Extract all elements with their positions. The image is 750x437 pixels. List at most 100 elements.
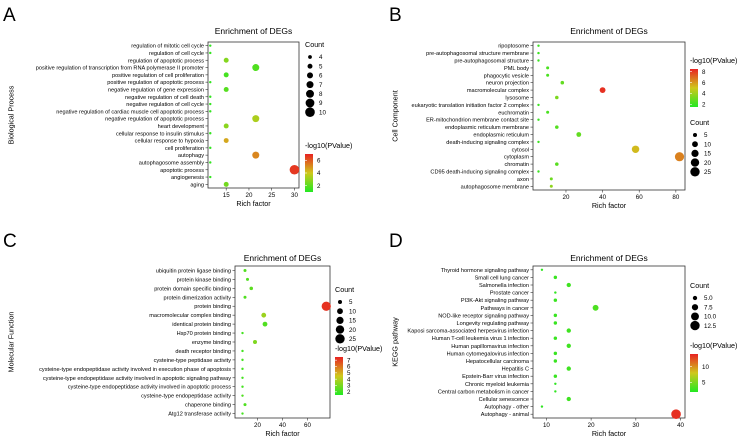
panel-b-count-legend-marker bbox=[690, 167, 700, 177]
panel-a-category-label: cell proliferation bbox=[165, 146, 204, 152]
panel-a-pvalue-colorbar bbox=[305, 154, 313, 192]
panel-a-category-label: negative regulation of cell cycle bbox=[126, 102, 204, 108]
panel-c-data-point bbox=[241, 376, 244, 379]
panel-b-data-point bbox=[555, 125, 559, 129]
panel-c-category-label: Atg12 transferase activity bbox=[168, 412, 231, 418]
panel-b-category-label: lysosome bbox=[505, 96, 529, 102]
panel-a-data-point bbox=[209, 110, 212, 113]
panel-a-count-legend-marker bbox=[306, 72, 314, 79]
panel-b-data-point bbox=[560, 80, 565, 85]
panel-a-count-legend-label: 10 bbox=[319, 109, 326, 116]
panel-c-category-label: cysteine-type peptidase activity bbox=[154, 358, 232, 364]
panel-a-y-axis-label: Biological Process bbox=[7, 85, 16, 144]
panel-d-category-label: Salmonella infection bbox=[479, 283, 529, 289]
panel-d-count-legend-title: Count bbox=[690, 281, 709, 290]
panel-b-count-legend-marker bbox=[692, 132, 698, 138]
panel-c-category-label: enzyme binding bbox=[192, 340, 231, 346]
panel-a-count-legend-label: 9 bbox=[319, 100, 323, 107]
panel-c-colorbar-tick-label: 6 bbox=[347, 364, 351, 371]
panel-b-category-label: CD95 death-inducing signaling complex bbox=[430, 170, 529, 176]
panel-c-colorbar-tick-label: 5 bbox=[347, 370, 351, 377]
panel-c-data-point bbox=[241, 394, 244, 397]
panel-d-data-point bbox=[540, 268, 544, 271]
panel-c-colorbar-tick-label: 4 bbox=[347, 376, 351, 383]
panel-c-x-tick-label: 20 bbox=[254, 422, 261, 429]
panel-b-data-point bbox=[549, 177, 553, 181]
panel-b-count-legend-marker bbox=[691, 149, 699, 158]
panel-d-category-label: Longevity regulating pathway bbox=[457, 321, 530, 327]
panel-a-category-label: positive regulation of cell proliferatio… bbox=[112, 73, 204, 79]
panel-b-category-label: eukaryotic translation initiation factor… bbox=[411, 103, 529, 109]
panel-d-plot-frame bbox=[532, 265, 686, 419]
panel-a-data-point bbox=[209, 51, 212, 55]
panel-a-category-label: autophagosome assembly bbox=[139, 160, 205, 166]
panel-d-category-label: Chronic myeloid leukemia bbox=[465, 382, 530, 388]
panel-c-count-legend-label: 25 bbox=[349, 336, 356, 343]
panel-d-data-point bbox=[553, 298, 558, 302]
panel-a-data-point bbox=[209, 102, 212, 106]
panel-a-data-point bbox=[223, 138, 229, 144]
panel-b-data-point bbox=[537, 118, 540, 121]
panel-letter-d: D bbox=[389, 231, 403, 252]
panel-a-x-tick-label: 20 bbox=[246, 192, 253, 199]
panel-b-category-label: cytosol bbox=[512, 147, 529, 153]
panel-b-pvalue-colorbar bbox=[690, 69, 698, 107]
panel-d-category-label: Autophagy - other bbox=[485, 405, 530, 411]
panel-b-x-tick-label: 40 bbox=[599, 194, 606, 201]
panel-b-data-point bbox=[599, 87, 606, 94]
panel-b-plot-frame bbox=[532, 41, 686, 191]
panel-b-category-label: endoplasmic reticulum membrane bbox=[445, 125, 529, 131]
panel-b-category-label: chromatin bbox=[504, 162, 529, 168]
panel-a-count-legend-marker bbox=[306, 81, 314, 89]
panel-b-data-point bbox=[546, 66, 550, 70]
panel-d-data-point bbox=[566, 366, 571, 371]
panel-a-count-legend-label: 4 bbox=[319, 54, 323, 61]
panel-b-data-point bbox=[576, 132, 582, 137]
panel-d-data-point bbox=[553, 275, 558, 280]
panel-d-category-label: Hepatitis C bbox=[502, 367, 529, 373]
panel-c-data-point bbox=[262, 321, 268, 327]
panel-b-count-legend-label: 5 bbox=[704, 132, 708, 139]
panel-a-category-label: apoptotic process bbox=[160, 168, 204, 174]
panel-c-pvalue-colorbar bbox=[335, 357, 343, 395]
panel-a-category-label: cellular response to hypoxia bbox=[135, 139, 205, 145]
panel-d-category-label: Human T-cell leukemia virus 1 infection bbox=[432, 336, 529, 342]
panel-c-category-label: Hsp70 protein binding bbox=[177, 331, 231, 337]
panel-c-count-legend-label: 5 bbox=[349, 299, 353, 306]
panel-c-count-legend-marker bbox=[336, 316, 344, 325]
panel-c-category-label: chaperone binding bbox=[185, 403, 231, 409]
panel-d-pvalue-colorbar bbox=[690, 354, 698, 392]
panel-a-category-label: autophagy bbox=[178, 153, 204, 159]
panel-c-data-point bbox=[241, 412, 244, 415]
panel-c-colorbar-tick-label: 2 bbox=[347, 389, 351, 396]
panel-d-category-label: Hepatocellular carcinoma bbox=[466, 359, 530, 365]
panel-a-data-point bbox=[209, 175, 212, 179]
panel-a-data-point bbox=[223, 72, 229, 78]
panel-c-data-point bbox=[243, 295, 247, 299]
panel-a-data-point bbox=[289, 164, 300, 175]
panel-b-count-legend-label: 10 bbox=[704, 141, 711, 148]
panel-c: Enrichment of DEGs Molecular Function ubiq… bbox=[7, 253, 383, 437]
panel-d-data-point bbox=[592, 304, 599, 311]
panel-d-data-point bbox=[566, 328, 571, 333]
panel-a-category-label: negative regulation of cell death bbox=[125, 95, 204, 101]
panel-b-category-label: axon bbox=[517, 177, 529, 183]
panel-d-category-label: Human cytomegalovirus infection bbox=[447, 351, 529, 357]
panel-letter-c: C bbox=[3, 231, 17, 252]
panel-c-colorbar-tick-label: 7 bbox=[347, 357, 351, 364]
panel-d-category-label: Epstein-Barr virus infection bbox=[462, 374, 529, 380]
panel-c-category-label: death receptor binding bbox=[175, 349, 231, 355]
panel-a-count-legend-marker bbox=[307, 63, 313, 69]
panel-d-count-legend-label: 7.5 bbox=[704, 304, 713, 311]
panel-d-x-axis-label: Rich factor bbox=[592, 429, 627, 437]
panel-c-data-point bbox=[321, 301, 331, 311]
panel-d-category-label: Kaposi sarcoma-associated herpesvirus in… bbox=[407, 329, 529, 335]
panel-a-x-axis-label: Rich factor bbox=[236, 199, 271, 208]
panel-b-count-legend-marker bbox=[690, 158, 700, 167]
panel-d-data-point bbox=[554, 390, 557, 393]
panel-d-count-legend-label: 12.5 bbox=[704, 323, 717, 330]
panel-c-title: Enrichment of DEGs bbox=[244, 253, 321, 263]
panel-b-data-point bbox=[537, 44, 540, 47]
panel-c-count-legend-title: Count bbox=[335, 285, 354, 294]
panel-a-data-point bbox=[209, 146, 212, 150]
